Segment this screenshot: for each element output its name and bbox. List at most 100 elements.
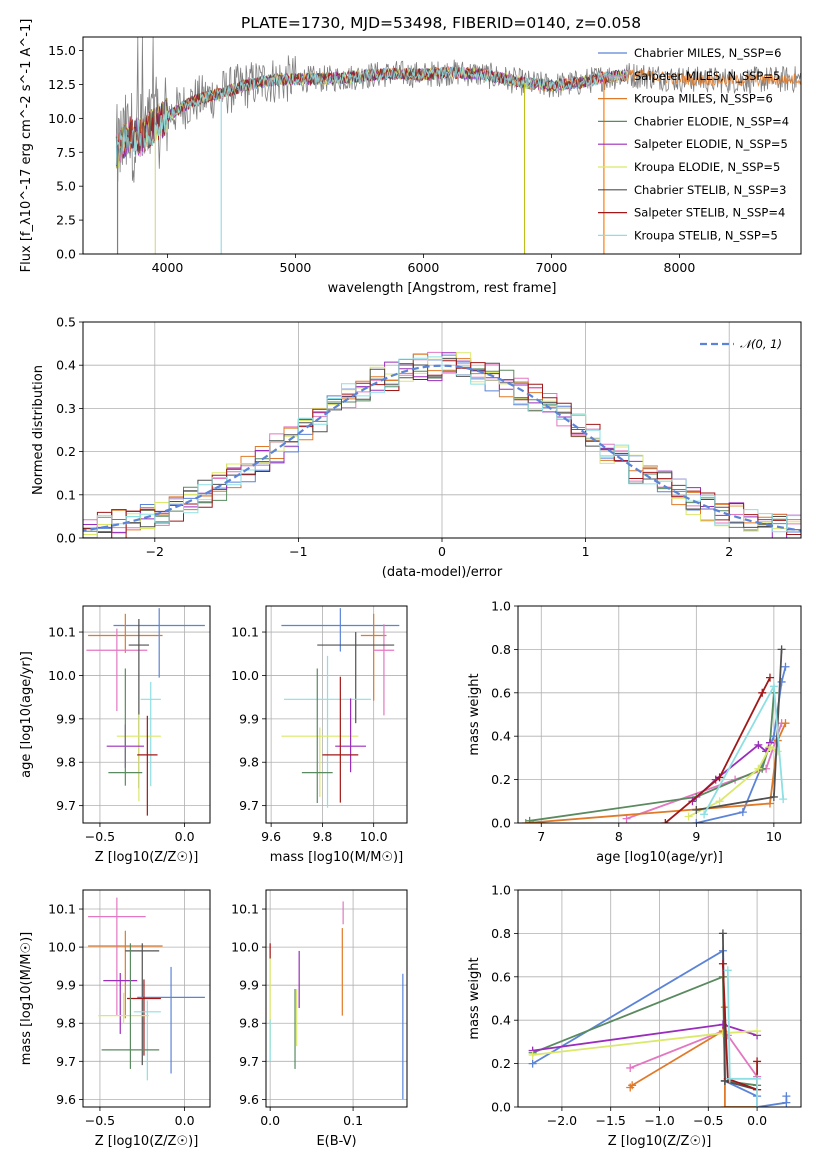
weight-marker (753, 1103, 762, 1107)
tick-label-x: −0.5 (693, 1113, 723, 1128)
tick-label-x: 0.0 (747, 1113, 767, 1128)
legend-entry: 𝒩(0, 1) (740, 337, 782, 351)
axes-age-vs-Z: −0.5 0.0 9.7 9.8 9.9 10.0 10.1 (48, 606, 210, 844)
frame-mass-vs-ebv (265, 889, 408, 1108)
tick-label-x: 9.8 (312, 829, 332, 844)
legend-entry: Kroupa MILES, N_SSP=6 (634, 92, 773, 106)
y-axis-label: Flux [f_λ10^-17 erg cm^-2 s^-1 A^-1] (19, 19, 34, 273)
y-axis-label: Normed distribution (31, 365, 46, 495)
weight-marker (753, 1074, 762, 1083)
frame-mass-vs-Z (82, 889, 211, 1108)
tick-label-y: 0.0 (491, 1100, 511, 1115)
frame-age-vs-Z (82, 605, 211, 824)
tick-label-x: −2.0 (547, 1113, 577, 1128)
errorbars-mass-vs-Z (88, 897, 205, 1081)
tick-label-x: 7000 (536, 260, 568, 275)
tick-label-x: 6000 (408, 260, 440, 275)
tick-label-x: 7 (537, 829, 545, 844)
tick-label-y: 10.0 (48, 111, 76, 126)
frame-weight-vs-age (517, 605, 802, 824)
tick-label-y: 0.2 (491, 772, 511, 787)
tick-label-y: 0.0 (56, 247, 76, 262)
legend-entry: Salpeter STELIB, N_SSP=4 (634, 206, 785, 220)
weight-marker (753, 1057, 762, 1066)
tick-label-y: 10.0 (48, 668, 76, 683)
tick-label-x: −0.5 (85, 1113, 115, 1128)
tick-label-y: 0.2 (56, 444, 76, 459)
tick-label-x: 8000 (664, 260, 696, 275)
weight-marker (754, 740, 763, 749)
tick-label-x: 10.0 (360, 829, 388, 844)
weight-marker (769, 682, 778, 691)
legend-entry: Chabrier STELIB, N_SSP=3 (634, 183, 786, 197)
tick-label-y: 0.8 (491, 642, 511, 657)
weight-marker (692, 805, 701, 814)
tick-label-y: 9.6 (239, 1092, 259, 1107)
tick-label-x: −2 (146, 544, 164, 559)
tick-label-y: 9.8 (56, 755, 76, 770)
weight-marker (715, 773, 724, 782)
tick-label-y: 9.9 (239, 711, 259, 726)
tick-label-y: 9.8 (56, 1016, 76, 1031)
tick-label-y: 9.7 (239, 798, 259, 813)
tick-label-y: 10.0 (231, 668, 259, 683)
x-axis-label: Z [log10(Z/Z☉)] (608, 1134, 712, 1149)
legend-entry: Chabrier MILES, N_SSP=6 (634, 46, 781, 60)
weights-weight-vs-Z (528, 929, 791, 1107)
axes-weight-vs-Z: −2.0 −1.5 −1.0 −0.5 0.0 0.0 0.2 0.4 0.6 0.8 1.0 (491, 883, 801, 1128)
tick-label-y: 0.5 (56, 315, 76, 330)
tick-label-y: 9.9 (56, 978, 76, 993)
weight-marker (528, 1050, 537, 1059)
tick-label-y: 9.7 (56, 1054, 76, 1069)
weight-marker (715, 797, 724, 806)
tick-label-y: 15.0 (48, 43, 76, 58)
tick-label-y: 10.1 (231, 625, 259, 640)
weight-marker (765, 743, 774, 752)
weight-marker (781, 719, 790, 728)
tick-label-y: 0.4 (491, 1013, 511, 1028)
weight-marker (782, 1092, 791, 1101)
spectrum-plot (115, 37, 801, 254)
weight-line (664, 677, 771, 823)
tick-label-y: 12.5 (48, 77, 76, 92)
weight-marker (765, 673, 774, 682)
tick-label-y: 0.8 (491, 926, 511, 941)
weight-marker (525, 816, 534, 823)
legend-entry: Salpeter ELODIE, N_SSP=5 (634, 137, 788, 151)
weight-marker (753, 1027, 762, 1036)
tick-label-x: 9.6 (261, 829, 281, 844)
weight-marker (528, 1059, 537, 1068)
weight-marker (718, 959, 727, 968)
weight-marker (769, 792, 778, 801)
legend-entry: Chabrier ELODIE, N_SSP=4 (634, 114, 789, 128)
tick-label-x: 5000 (280, 260, 312, 275)
tick-label-x: 0.1 (343, 1113, 363, 1128)
weight-marker (622, 814, 631, 823)
errorbars-age-vs-mass (281, 608, 400, 808)
tick-label-x: 10 (766, 829, 782, 844)
weight-marker (628, 1081, 637, 1090)
y-axis-label: mass [log10(M/M☉)] (19, 932, 34, 1065)
weight-marker (700, 810, 709, 819)
tick-label-x: −1.0 (644, 1113, 674, 1128)
tick-label-y: 10.0 (48, 940, 76, 955)
tick-label-y: 9.8 (239, 755, 259, 770)
weight-marker (723, 966, 732, 975)
tick-label-y: 9.7 (239, 1054, 259, 1069)
tick-label-x: 1 (582, 544, 590, 559)
tick-label-y: 0.0 (491, 816, 511, 831)
model-spectrum-line (115, 66, 629, 165)
tick-label-y: 10.1 (231, 902, 259, 917)
x-axis-label: age [log10(age/yr)] (596, 850, 723, 865)
axes-age-vs-mass: 9.6 9.8 10.0 9.7 9.8 9.9 10.0 10.1 (231, 606, 407, 844)
legend-entry: Kroupa STELIB, N_SSP=5 (634, 228, 778, 242)
x-axis-label: Z [log10(Z/Z☉)] (95, 1134, 199, 1149)
legend-entry: Salpeter MILES, N_SSP=5 (634, 69, 780, 83)
weight-marker (661, 819, 670, 823)
weight-marker (684, 812, 693, 821)
tick-label-x: −1 (289, 544, 307, 559)
tick-label-y: 9.9 (239, 978, 259, 993)
tick-label-x: 9 (692, 829, 700, 844)
tick-label-y: 0.4 (491, 729, 511, 744)
